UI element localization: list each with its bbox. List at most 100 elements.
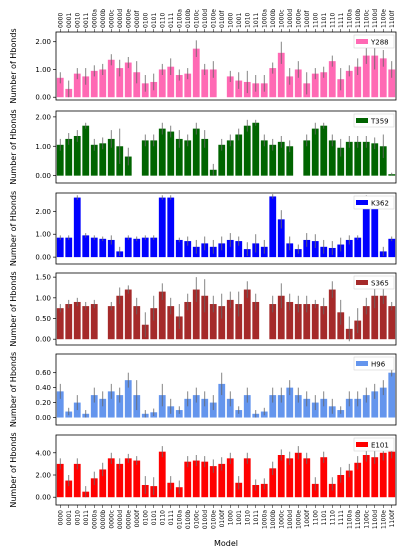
bar <box>73 73 81 98</box>
legend-box <box>353 356 395 371</box>
plot-frame <box>55 434 397 506</box>
x-tick-label: 0111 <box>168 510 175 525</box>
bar <box>124 289 132 340</box>
bar <box>354 66 362 98</box>
plot-frame <box>55 110 397 184</box>
bar <box>73 135 81 176</box>
bar <box>158 451 166 498</box>
x-tick-label: 1010 <box>244 13 251 28</box>
y-tick-label: 0.00 <box>35 494 51 502</box>
plot-frame <box>55 353 397 426</box>
bar <box>294 452 302 498</box>
bar <box>286 387 294 418</box>
bar <box>184 73 192 98</box>
y-tick-label: 0.00 <box>35 254 51 262</box>
x-tick-label: 0101 <box>151 13 158 28</box>
x-tick-label: 0000c <box>108 510 115 529</box>
bar <box>252 485 260 498</box>
bar <box>303 458 311 498</box>
legend-box <box>353 437 395 452</box>
x-tick-label: 1001 <box>236 510 243 525</box>
bar <box>124 156 132 176</box>
bar <box>158 291 166 340</box>
bar <box>286 458 294 498</box>
x-tick-label: 0110 <box>159 510 166 525</box>
bar <box>379 452 387 498</box>
bar <box>252 122 260 176</box>
bar <box>354 141 362 176</box>
bar <box>286 301 294 340</box>
x-tick-label: 0000b <box>100 9 107 28</box>
y-tick-label: 0.00 <box>35 94 51 102</box>
bar <box>56 77 64 98</box>
bar <box>277 455 285 498</box>
bar <box>252 301 260 340</box>
x-tick-label: 1010 <box>244 510 251 525</box>
bar <box>82 76 90 98</box>
x-tick-label: 1000b <box>270 510 277 529</box>
bar <box>226 76 234 98</box>
bar <box>218 306 226 340</box>
bar <box>192 289 200 340</box>
bar <box>371 198 379 258</box>
bar <box>133 238 141 258</box>
bar <box>175 410 183 418</box>
bar <box>99 398 107 418</box>
bar <box>65 237 73 258</box>
bar <box>235 482 243 498</box>
x-tick-label: 1000d <box>287 9 294 28</box>
legend-label: S365 <box>371 280 389 288</box>
bar <box>82 125 90 176</box>
bar <box>158 128 166 176</box>
x-tick-label: 0100c <box>193 9 200 28</box>
x-tick-label: 0000e <box>125 9 132 28</box>
bar <box>362 455 370 498</box>
bar <box>107 306 115 340</box>
bar <box>107 391 115 418</box>
bar <box>388 372 396 418</box>
x-tick-label: 0000e <box>125 510 132 529</box>
bar <box>56 237 64 258</box>
legend-label: H96 <box>371 361 386 369</box>
bar <box>175 138 183 176</box>
bar <box>90 395 98 418</box>
x-tick-label: 0000d <box>117 9 124 28</box>
legend-box <box>353 195 395 210</box>
legend-label: Y288 <box>370 39 389 47</box>
x-tick-label: 1100c <box>363 510 370 529</box>
bar <box>328 289 336 340</box>
x-tick-label: 1011 <box>253 13 260 28</box>
bar <box>184 301 192 340</box>
bar <box>320 72 328 98</box>
y-tick-label: 1.50 <box>35 274 51 282</box>
bar <box>116 463 124 498</box>
bar <box>235 134 243 176</box>
y-tick-label: 1.00 <box>35 143 51 151</box>
x-tick-label: 1110 <box>329 510 336 525</box>
bar <box>354 462 362 498</box>
x-tick-label: 0011 <box>83 510 90 525</box>
x-tick-label: 0100c <box>193 510 200 529</box>
x-tick-label: 1000e <box>295 9 302 28</box>
bar <box>124 62 132 98</box>
bar <box>192 128 200 176</box>
bar <box>345 239 353 258</box>
legend-swatch <box>356 442 368 447</box>
bar <box>277 395 285 418</box>
x-tick-label: 1000d <box>287 510 294 529</box>
y-tick-label: 0.40 <box>35 384 51 392</box>
bar <box>337 410 345 418</box>
x-tick-label: 1000f <box>304 10 311 28</box>
bar <box>65 138 73 176</box>
bar <box>90 237 98 258</box>
bar <box>371 143 379 176</box>
x-tick-label: 0000d <box>117 510 124 529</box>
bar <box>320 125 328 176</box>
x-tick-label: 1100d <box>372 510 379 529</box>
x-tick-label: 0100d <box>202 510 209 529</box>
bar <box>294 395 302 418</box>
bar <box>65 304 73 340</box>
y-tick-label: 0.20 <box>35 399 51 407</box>
x-tick-label: 0100d <box>202 9 209 28</box>
